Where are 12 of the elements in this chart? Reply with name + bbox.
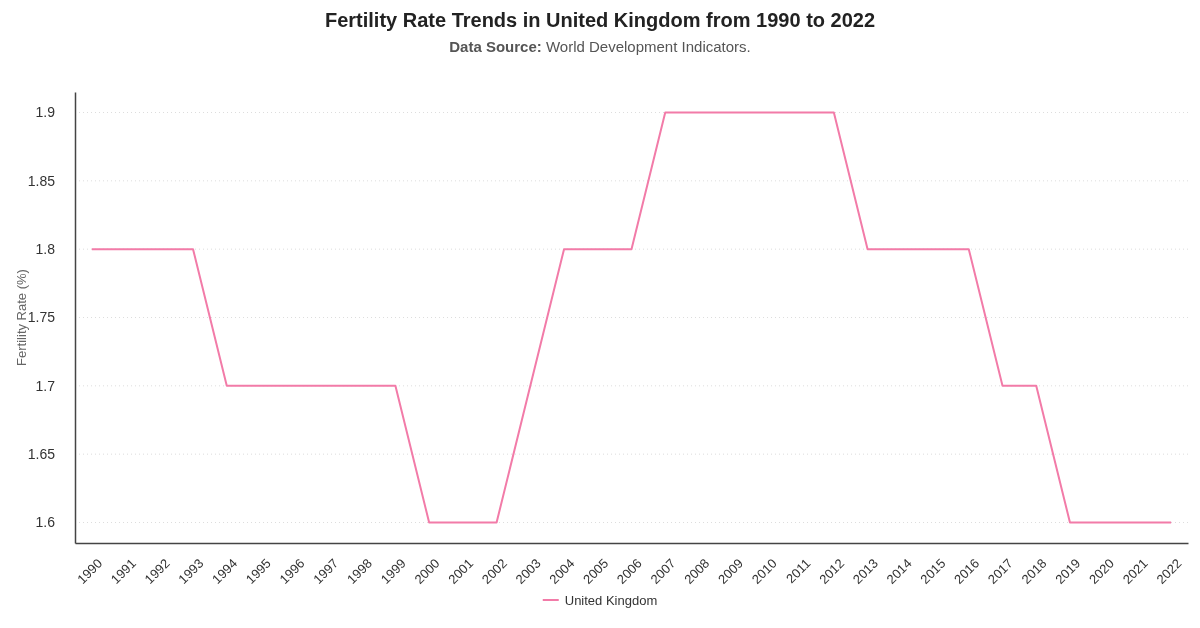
y-tick-label: 1.6 <box>35 514 56 531</box>
y-tick-label: 1.8 <box>35 241 56 258</box>
chart-subtitle: Data Source: World Development Indicators. <box>449 38 751 55</box>
y-tick-label: 1.75 <box>27 309 56 326</box>
y-tick-label: 1.65 <box>27 446 56 463</box>
y-tick-label: 1.7 <box>35 377 56 394</box>
line-series <box>90 111 1173 524</box>
y-axis-title: Fertility Rate (%) <box>14 269 29 366</box>
y-tick-label: 1.9 <box>35 104 56 121</box>
y-tick-label: 1.85 <box>27 172 56 189</box>
chart-title: Fertility Rate Trends in United Kingdom from 1990 to 2022 <box>324 9 876 31</box>
legend-label: United Kingdom <box>564 592 658 608</box>
